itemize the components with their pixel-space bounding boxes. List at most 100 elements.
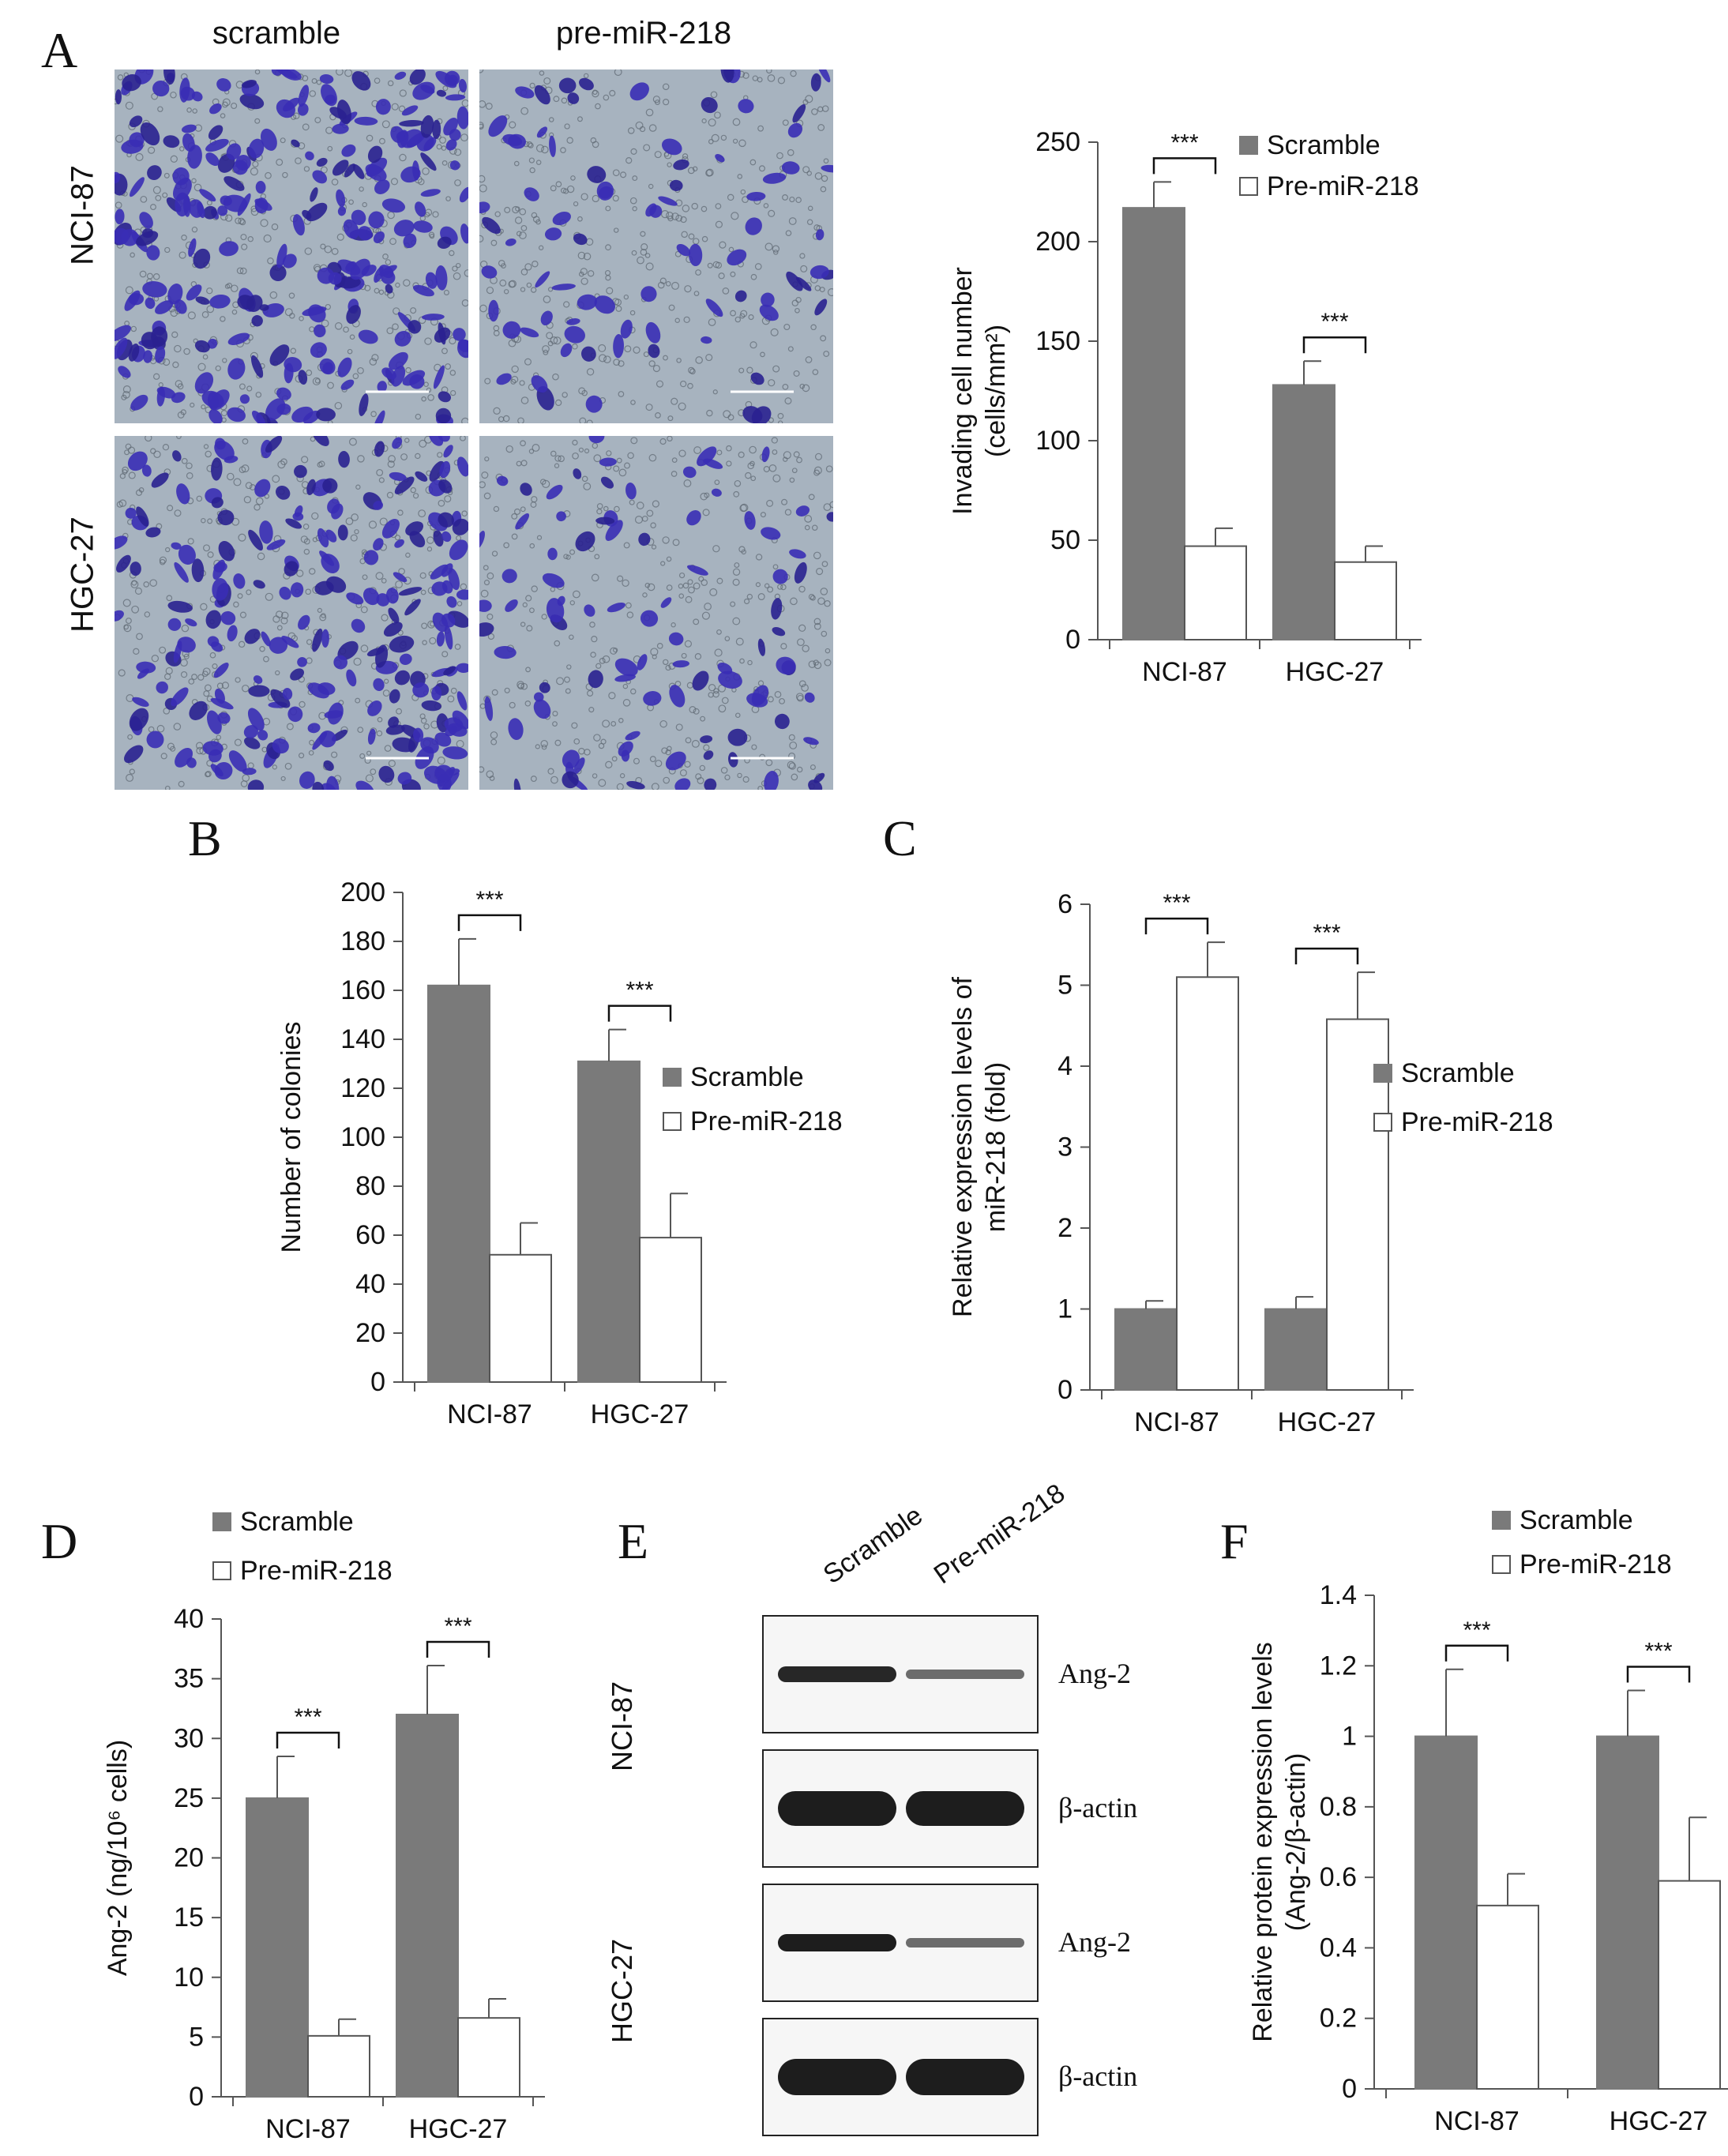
pore [303, 166, 310, 172]
pore [793, 370, 800, 377]
panel-letter-f: F [1220, 1513, 1249, 1569]
blot-band-lane-2 [906, 1938, 1024, 1948]
stained-cell [163, 135, 180, 148]
pore [201, 517, 206, 524]
pore [771, 437, 778, 444]
stained-cell [577, 294, 597, 310]
stained-cell [346, 669, 357, 687]
pore [303, 548, 310, 555]
pore [384, 745, 392, 752]
pore [348, 199, 354, 205]
stained-cell [436, 631, 445, 647]
pore [612, 169, 620, 177]
pore [763, 203, 769, 208]
chart-c-y-tick-label-5: 5 [1057, 971, 1072, 1001]
chart-d-sig-label-0: *** [294, 1704, 321, 1730]
pore [130, 580, 139, 588]
stained-cell [259, 520, 273, 544]
pore [783, 323, 791, 331]
stained-cell [147, 165, 162, 181]
stained-cell [247, 708, 265, 731]
stained-cell [436, 89, 447, 97]
pore [651, 783, 659, 790]
pore [749, 460, 755, 467]
pore [242, 438, 249, 445]
pore [464, 269, 468, 277]
chart-f-legend-swatch-0 [1492, 1511, 1511, 1530]
pore [824, 659, 832, 667]
pore [560, 187, 567, 193]
stained-cell [750, 372, 764, 385]
pore [317, 607, 322, 613]
stained-cell [374, 441, 385, 457]
stained-cell [392, 737, 416, 753]
pore [612, 194, 619, 202]
stained-cell [351, 618, 366, 633]
pore [192, 108, 197, 114]
pore [556, 677, 565, 685]
stained-cell [540, 310, 553, 326]
pore [648, 453, 657, 462]
pore [539, 479, 547, 485]
pore [220, 409, 227, 417]
pore [269, 291, 278, 299]
pore [395, 580, 403, 588]
micrograph-texture [479, 69, 833, 423]
pore [509, 701, 516, 708]
pore [598, 354, 607, 362]
pore [302, 123, 310, 131]
pore [246, 589, 252, 595]
pore [735, 637, 744, 646]
stained-cell [438, 479, 453, 494]
pore [772, 250, 779, 255]
stained-cell [669, 685, 686, 708]
stained-cell [344, 163, 356, 178]
pore [754, 263, 762, 270]
pore [157, 106, 163, 112]
stained-cell [638, 532, 651, 547]
chart-f-y-tick-label-1: 0.2 [1320, 2004, 1357, 2034]
stained-cell [319, 731, 336, 748]
stained-cell [151, 472, 169, 488]
pore [263, 655, 269, 663]
stained-cell [479, 622, 494, 637]
pore [493, 329, 500, 336]
stained-cell [438, 391, 451, 403]
stained-cell [542, 573, 565, 588]
pore [649, 756, 656, 763]
pore [603, 355, 611, 363]
pore [296, 569, 304, 577]
pore [276, 625, 283, 631]
pore [312, 537, 318, 543]
pore [375, 572, 384, 580]
stained-cell [329, 107, 347, 119]
pore [550, 776, 558, 784]
stained-cell [337, 357, 352, 377]
pore [618, 718, 624, 723]
pore [708, 118, 716, 127]
pore [216, 682, 224, 689]
pore [160, 753, 167, 760]
stained-cell [336, 189, 346, 208]
stained-cell [508, 718, 524, 740]
chart-c-y-tick-label-2: 2 [1057, 1213, 1072, 1243]
pore [481, 471, 489, 479]
stained-cell [323, 760, 334, 772]
chart-c-bar-nci-87-pre-mir-218 [1176, 976, 1239, 1391]
pore [272, 475, 280, 483]
pore [755, 582, 761, 588]
pore [648, 360, 656, 367]
pore [630, 148, 637, 155]
pore [191, 226, 198, 233]
chart-a-sig-label-1: *** [1320, 309, 1348, 335]
pore [711, 133, 719, 142]
pore [605, 275, 611, 281]
pore [265, 592, 273, 601]
pore [136, 633, 143, 640]
stained-cell [496, 373, 512, 385]
stained-cell [290, 668, 305, 681]
stained-cell [276, 387, 291, 400]
chart-b-legend-label-0: Scramble [690, 1062, 804, 1092]
stained-cell [167, 618, 182, 631]
stained-cell [441, 613, 456, 628]
